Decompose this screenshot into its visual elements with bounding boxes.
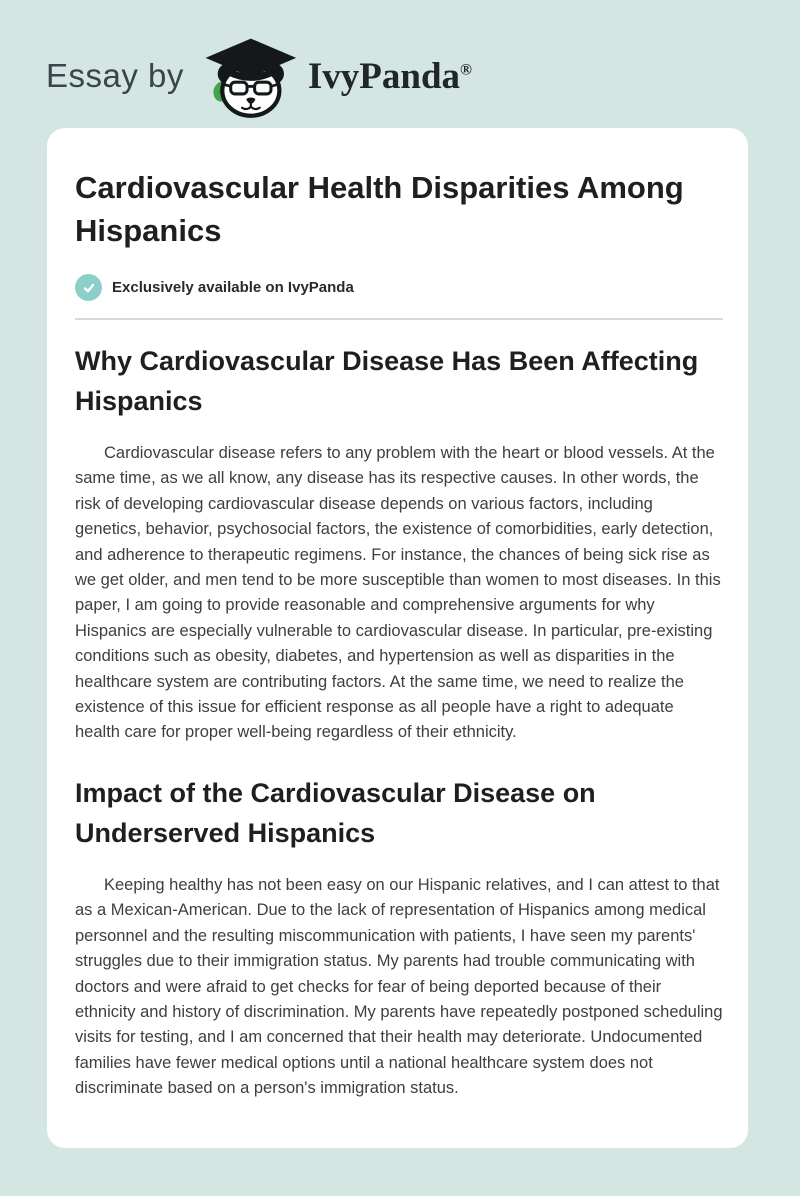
check-icon <box>75 274 102 301</box>
section-paragraph: Keeping healthy has not been easy on our… <box>75 875 723 1098</box>
essay-title: Cardiovascular Health Disparities Among … <box>75 170 684 248</box>
section-paragraph: Cardiovascular disease refers to any pro… <box>75 444 721 742</box>
section-impact-underserved: Impact of the Cardiovascular Disease on … <box>75 773 723 1102</box>
site-header: Essay by <box>0 0 800 122</box>
ivypanda-panda-logo-icon <box>198 35 302 121</box>
essay-card: Cardiovascular Health Disparities Among … <box>47 128 748 1148</box>
section-why-cardiovascular: Why Cardiovascular Disease Has Been Affe… <box>75 341 723 746</box>
brand-wordmark: IvyPanda <box>307 55 461 97</box>
exclusive-badge: Exclusively available on IvyPanda <box>75 274 723 301</box>
section-heading: Impact of the Cardiovascular Disease on … <box>75 777 596 848</box>
essay-by-label: Essay by <box>46 57 184 94</box>
exclusive-badge-label: Exclusively available on IvyPanda <box>112 279 354 296</box>
section-heading: Why Cardiovascular Disease Has Been Affe… <box>75 346 699 416</box>
brand-name: IvyPanda® <box>308 55 472 98</box>
divider <box>75 318 723 320</box>
registered-trademark-symbol: ® <box>460 61 472 79</box>
